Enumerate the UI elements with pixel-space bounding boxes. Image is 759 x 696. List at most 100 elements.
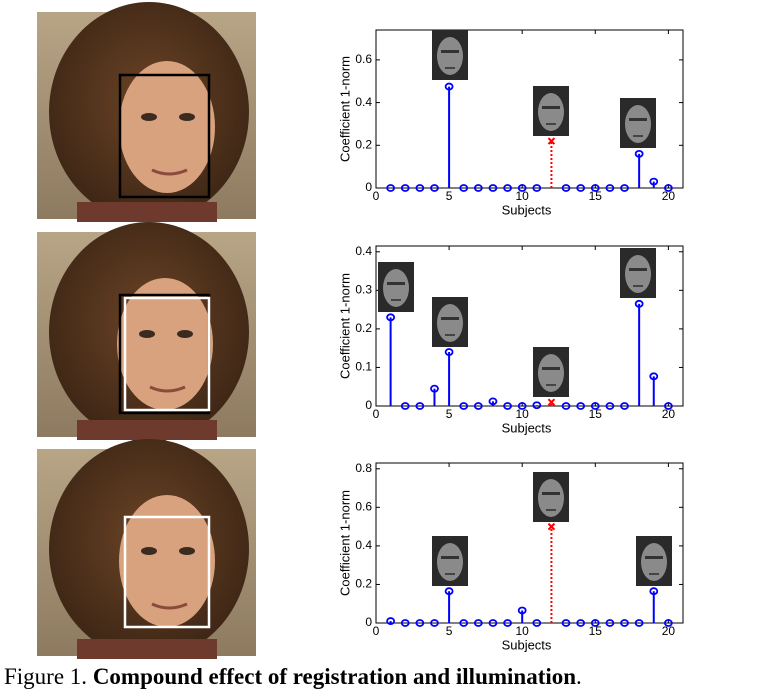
stem — [620, 184, 629, 192]
stem — [547, 137, 556, 188]
marker-o — [605, 184, 615, 192]
caption-end: . — [576, 664, 582, 689]
marker-o — [488, 184, 498, 192]
stem — [561, 402, 571, 410]
thumb-face — [437, 304, 463, 342]
y-tick-label: 0 — [365, 180, 372, 194]
thumb-face — [383, 269, 409, 307]
thumb-face — [625, 255, 651, 293]
marker-o — [561, 402, 571, 410]
x-tick-label: 20 — [662, 407, 676, 421]
x-axis-label: Subjects — [502, 420, 552, 435]
thumb-eyes — [542, 492, 560, 495]
marker-o — [576, 619, 586, 627]
marker-o — [561, 184, 571, 192]
y-tick-label: 0.1 — [355, 360, 372, 374]
stem — [473, 184, 483, 192]
marker-o — [634, 299, 644, 308]
stem — [488, 184, 498, 192]
y-tick-label: 0.4 — [355, 95, 372, 109]
marker-o — [532, 619, 542, 627]
stem — [561, 184, 571, 192]
marker-o — [590, 619, 600, 627]
stem — [649, 587, 659, 623]
marker-o — [649, 372, 659, 381]
stem — [649, 177, 659, 188]
photo — [37, 2, 256, 222]
stem — [605, 619, 615, 627]
stem — [649, 372, 659, 406]
y-tick-label: 0.2 — [355, 321, 372, 335]
thumb-face — [625, 105, 651, 143]
thumb-mouth — [649, 573, 659, 575]
stem — [605, 402, 615, 410]
thumb-mouth — [445, 334, 455, 336]
stem — [386, 313, 396, 406]
thumb-eyes — [542, 367, 560, 370]
stem — [488, 619, 498, 627]
thumb-face — [437, 543, 463, 581]
face-thumbnail — [533, 472, 569, 522]
thumb-face — [538, 93, 564, 131]
x-tick-label: 15 — [589, 189, 603, 203]
marker-o — [503, 619, 512, 627]
marker-o — [605, 619, 615, 627]
stem — [561, 619, 571, 627]
face-thumbnail — [432, 30, 468, 80]
face-thumbnail — [620, 98, 656, 148]
y-tick-label: 0.2 — [355, 577, 372, 591]
stem-chart: 0 0.2 0.4 0.6 0.8 0 5 10 15 20 Subjects Coefficient… — [337, 461, 684, 652]
marker-o — [430, 184, 439, 192]
marker-x — [547, 137, 556, 145]
thumb-mouth — [633, 135, 643, 137]
stem — [430, 619, 439, 627]
thumb-mouth — [391, 299, 401, 301]
stem — [620, 402, 629, 410]
thumb-eyes — [629, 118, 647, 121]
stem — [415, 619, 425, 627]
stem — [400, 619, 410, 627]
stem — [576, 619, 586, 627]
stem — [532, 184, 542, 192]
marker-o — [430, 619, 439, 627]
marker-o — [503, 184, 512, 192]
marker-o — [649, 587, 659, 596]
figure: 0 0.2 0.4 0.6 0 5 10 15 20 Subjects Coefficient 1-… — [37, 2, 684, 659]
caption-text: Compound effect of registration and illu… — [92, 664, 577, 689]
x-tick-label: 10 — [516, 624, 530, 638]
y-tick-label: 0.6 — [355, 52, 372, 66]
marker-o — [620, 184, 629, 192]
marker-o — [444, 82, 454, 91]
marker-o — [459, 402, 469, 410]
y-tick-label: 0.8 — [355, 461, 372, 475]
x-tick-label: 10 — [516, 189, 530, 203]
x-tick-label: 0 — [373, 189, 380, 203]
marker-o — [620, 619, 629, 627]
stem — [634, 299, 644, 406]
caption: Figure 1. Compound effect of registratio… — [4, 664, 582, 690]
stem — [415, 402, 425, 410]
marker-x — [547, 522, 556, 531]
marker-o — [663, 402, 673, 410]
stem — [444, 348, 454, 406]
stem — [473, 619, 483, 627]
marker-o — [576, 184, 586, 192]
stem — [620, 619, 629, 627]
marker-o — [386, 184, 396, 192]
thumb-eyes — [645, 556, 663, 559]
plot-frame — [375, 29, 684, 189]
y-tick-label: 0.4 — [355, 244, 372, 258]
stem — [590, 402, 600, 410]
x-axis-label: Subjects — [502, 202, 552, 217]
marker-o — [415, 619, 425, 627]
thumb-mouth — [445, 67, 455, 69]
marker-o — [459, 619, 469, 627]
stem-chart: 0 0.2 0.4 0.6 0 5 10 15 20 Subjects Coefficient 1-… — [337, 29, 684, 217]
stem — [415, 184, 425, 192]
marker-o — [400, 402, 410, 410]
stem — [532, 619, 542, 627]
marker-o — [517, 402, 527, 410]
x-tick-label: 15 — [589, 624, 603, 638]
x-tick-label: 10 — [516, 407, 530, 421]
x-tick-label: 20 — [662, 624, 676, 638]
